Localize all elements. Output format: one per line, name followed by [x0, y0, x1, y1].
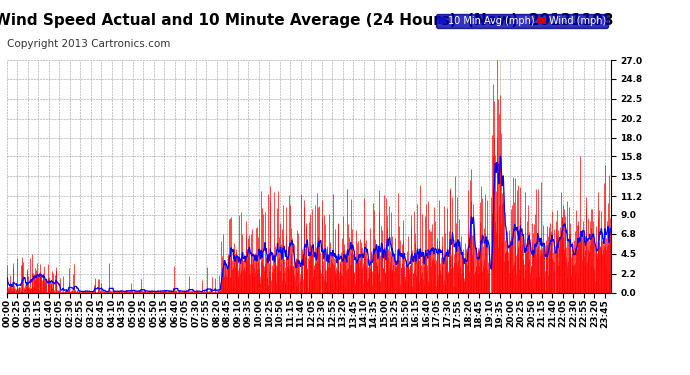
Legend: 10 Min Avg (mph), Wind (mph): 10 Min Avg (mph), Wind (mph): [436, 14, 608, 28]
Text: Copyright 2013 Cartronics.com: Copyright 2013 Cartronics.com: [7, 39, 170, 50]
Text: Wind Speed Actual and 10 Minute Average (24 Hours)  (New)  20131108: Wind Speed Actual and 10 Minute Average …: [0, 13, 613, 28]
